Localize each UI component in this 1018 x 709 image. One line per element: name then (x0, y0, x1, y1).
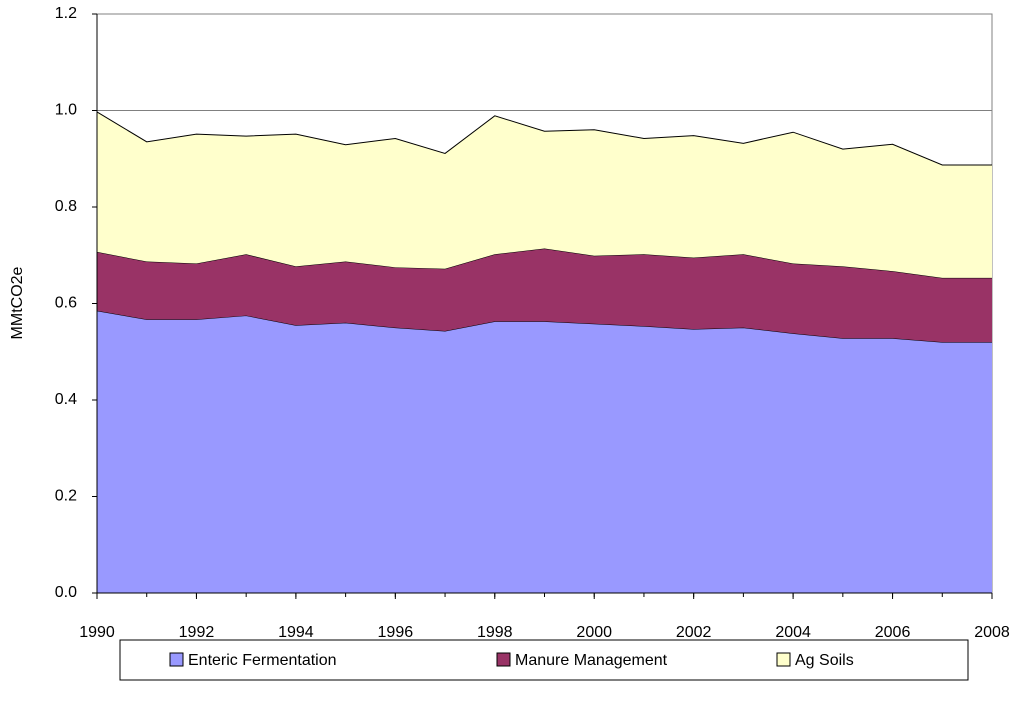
legend-label: Enteric Fermentation (188, 652, 337, 669)
x-tick-label: 1996 (378, 624, 414, 641)
x-tick-label: 1998 (477, 624, 513, 641)
x-tick-label: 2000 (576, 624, 612, 641)
x-tick-label: 2004 (775, 624, 811, 641)
x-tick-label: 2006 (875, 624, 911, 641)
y-tick-label: 0.2 (55, 488, 77, 505)
x-tick-label: 2002 (676, 624, 712, 641)
y-tick-label: 0.8 (55, 198, 77, 215)
legend-label: Manure Management (515, 652, 668, 669)
y-tick-label: 1.2 (55, 5, 77, 22)
x-tick-label: 2008 (974, 624, 1010, 641)
y-tick-label: 0.4 (55, 391, 77, 408)
area (97, 310, 992, 593)
area (97, 248, 992, 343)
y-tick-label: 0.0 (55, 584, 77, 601)
y-tick-label: 1.0 (55, 102, 77, 119)
y-tick-label: 0.6 (55, 295, 77, 312)
legend-label: Ag Soils (795, 652, 854, 669)
legend-swatch (496, 652, 511, 667)
x-tick-label: 1994 (278, 624, 314, 641)
area-edge (96, 310, 992, 343)
legend-swatch (776, 652, 791, 667)
legend-box (119, 639, 969, 681)
x-tick-label: 1990 (79, 624, 115, 641)
legend-swatch (169, 652, 184, 667)
area (97, 111, 992, 278)
x-tick-label: 1992 (179, 624, 215, 641)
area-edge (96, 111, 992, 166)
y-axis-label: MMtCO2e (9, 266, 26, 339)
